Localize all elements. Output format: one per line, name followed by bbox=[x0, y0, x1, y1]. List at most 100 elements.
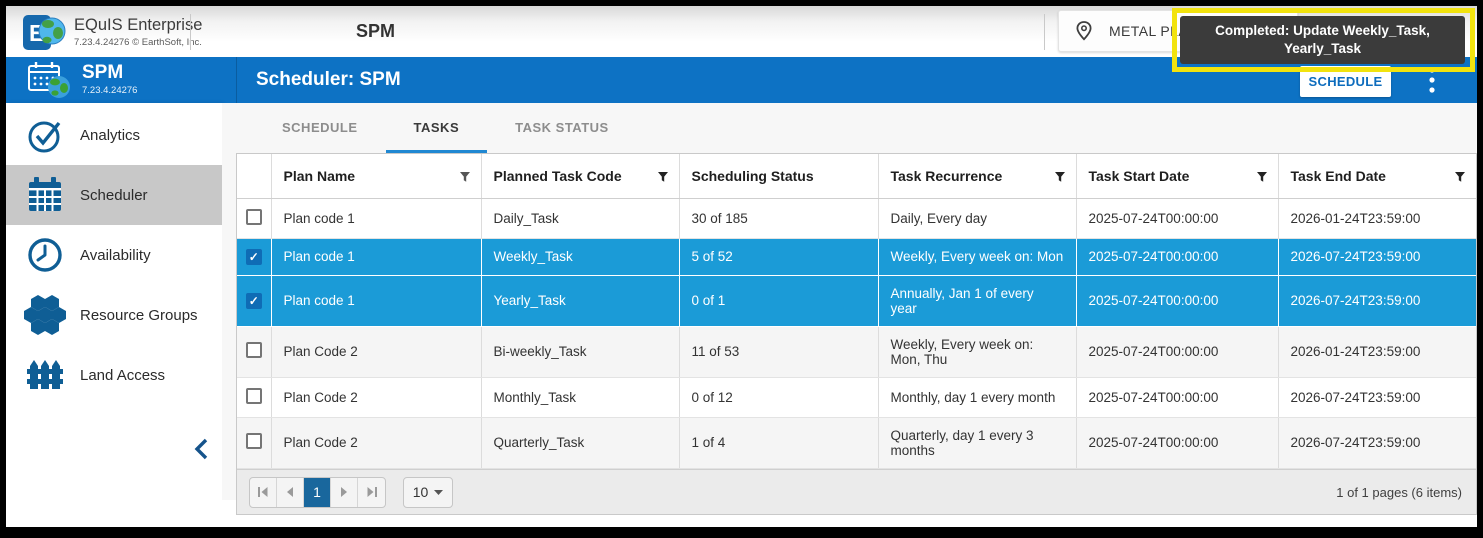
filter-icon[interactable] bbox=[459, 170, 471, 186]
cell-recurrence: Quarterly, day 1 every 3 months bbox=[878, 417, 1077, 469]
row-checkbox[interactable] bbox=[245, 342, 262, 358]
page-size-dropdown[interactable]: 10 bbox=[403, 476, 453, 508]
tab-tasks[interactable]: TASKS bbox=[385, 107, 488, 153]
next-page-button[interactable] bbox=[331, 477, 358, 507]
cell-start-date: 2025-07-24T00:00:00 bbox=[1076, 198, 1279, 239]
row-checkbox[interactable] bbox=[245, 248, 262, 265]
current-page-button[interactable]: 1 bbox=[304, 477, 331, 507]
column-header-plan-name[interactable]: Plan Name bbox=[271, 154, 482, 199]
cell-recurrence: Weekly, Every week on: Mon, Thu bbox=[878, 326, 1077, 378]
row-checkbox-cell bbox=[237, 198, 272, 239]
cell-start-date: 2025-07-24T00:00:00 bbox=[1076, 238, 1279, 276]
tasks-grid: Plan Name Planned Task Code Scheduling S… bbox=[236, 153, 1477, 515]
tasks-table: Plan Name Planned Task Code Scheduling S… bbox=[237, 154, 1476, 469]
calendar-icon bbox=[24, 174, 66, 216]
column-header-task-recurrence[interactable]: Task Recurrence bbox=[878, 154, 1077, 199]
cell-start-date: 2025-07-24T00:00:00 bbox=[1076, 417, 1279, 469]
cell-end-date: 2026-01-24T23:59:00 bbox=[1278, 326, 1476, 378]
column-header-task-end-date[interactable]: Task End Date bbox=[1278, 154, 1476, 199]
sidebar-collapse-button[interactable] bbox=[188, 435, 216, 463]
sidebar-item-label: Analytics bbox=[80, 126, 141, 144]
hexagon-cluster-icon bbox=[24, 294, 66, 336]
widget-header-band: SPM 7.23.4.24276 Scheduler: SPM SCHEDULE bbox=[6, 57, 1477, 103]
last-page-button[interactable] bbox=[358, 478, 385, 507]
sidebar-item-analytics[interactable]: Analytics bbox=[6, 105, 222, 165]
table-row[interactable]: Plan code 1 Yearly_Task 0 of 1 Annually,… bbox=[237, 275, 1476, 327]
row-checkbox-cell bbox=[237, 326, 272, 378]
sidebar-item-availability[interactable]: Availability bbox=[6, 225, 222, 285]
filter-icon[interactable] bbox=[1256, 170, 1268, 186]
cell-task-code: Bi-weekly_Task bbox=[481, 326, 680, 378]
task-table-body: Plan code 1 Daily_Task 30 of 185 Daily, … bbox=[237, 198, 1476, 469]
tab-task-status[interactable]: TASK STATUS bbox=[515, 120, 609, 135]
sidebar: Analytics bbox=[6, 103, 222, 527]
cell-end-date: 2026-07-24T23:59:00 bbox=[1278, 377, 1476, 418]
cell-recurrence: Monthly, day 1 every month bbox=[878, 377, 1077, 418]
cell-task-code: Quarterly_Task bbox=[481, 417, 680, 469]
filter-icon[interactable] bbox=[1054, 170, 1066, 186]
cell-status: 5 of 52 bbox=[679, 238, 879, 276]
first-page-button[interactable] bbox=[250, 477, 277, 507]
cell-end-date: 2026-07-24T23:59:00 bbox=[1278, 275, 1476, 327]
filter-icon[interactable] bbox=[657, 170, 669, 186]
clock-icon bbox=[24, 234, 66, 276]
sidebar-app-header: SPM 7.23.4.24276 bbox=[26, 59, 137, 99]
sidebar-nav: Analytics bbox=[6, 103, 222, 405]
sidebar-item-resource-groups[interactable]: Resource Groups bbox=[6, 285, 222, 345]
topbar-divider bbox=[190, 14, 191, 50]
table-row[interactable]: Plan Code 2 Bi-weekly_Task 11 of 53 Week… bbox=[237, 326, 1476, 378]
row-checkbox-cell bbox=[237, 238, 272, 276]
topbar-divider bbox=[1044, 14, 1045, 50]
row-checkbox[interactable] bbox=[245, 292, 262, 309]
check-circle-icon bbox=[24, 114, 66, 156]
cell-end-date: 2026-01-24T23:59:00 bbox=[1278, 198, 1476, 239]
column-header-scheduling-status[interactable]: Scheduling Status bbox=[679, 154, 879, 199]
calendar-globe-icon bbox=[28, 62, 70, 98]
sidebar-item-scheduler[interactable]: Scheduler bbox=[6, 165, 222, 225]
cell-recurrence: Annually, Jan 1 of every year bbox=[878, 275, 1077, 327]
brand-version: 7.23.4.24276 © EarthSoft, Inc. bbox=[74, 37, 202, 48]
row-checkbox[interactable] bbox=[245, 433, 262, 449]
cell-recurrence: Weekly, Every week on: Mon bbox=[878, 238, 1077, 276]
sidebar-item-label: Resource Groups bbox=[80, 306, 198, 324]
sidebar-app-text: SPM 7.23.4.24276 bbox=[82, 62, 137, 96]
cell-start-date: 2025-07-24T00:00:00 bbox=[1076, 377, 1279, 418]
table-row[interactable]: Plan Code 2 Quarterly_Task 1 of 4 Quarte… bbox=[237, 417, 1476, 469]
brand-name: EQuIS Enterprise bbox=[74, 16, 203, 34]
cell-plan-name: Plan Code 2 bbox=[271, 377, 482, 418]
table-row[interactable]: Plan code 1 Daily_Task 30 of 185 Daily, … bbox=[237, 198, 1476, 239]
cell-end-date: 2026-07-24T23:59:00 bbox=[1278, 238, 1476, 276]
cell-plan-name: Plan Code 2 bbox=[271, 326, 482, 378]
highlight-rectangle: Completed: Update Weekly_Task, Yearly_Ta… bbox=[1172, 8, 1475, 72]
cell-status: 0 of 12 bbox=[679, 377, 879, 418]
row-checkbox[interactable] bbox=[245, 387, 262, 404]
chevron-left-icon bbox=[194, 438, 208, 460]
column-header-planned-task-code[interactable]: Planned Task Code bbox=[481, 154, 680, 199]
table-header-row: Plan Name Planned Task Code Scheduling S… bbox=[237, 154, 1476, 199]
table-row[interactable]: Plan Code 2 Monthly_Task 0 of 12 Monthly… bbox=[237, 377, 1476, 418]
tab-schedule[interactable]: SCHEDULE bbox=[282, 120, 358, 135]
row-checkbox[interactable] bbox=[245, 208, 262, 225]
page-size-value: 10 bbox=[412, 484, 429, 500]
page-title: SPM bbox=[356, 21, 396, 41]
cell-task-code: Yearly_Task bbox=[481, 275, 680, 327]
notification-toast: Completed: Update Weekly_Task, Yearly_Ta… bbox=[1180, 16, 1465, 64]
pager-buttons: 1 bbox=[249, 476, 386, 508]
cell-start-date: 2025-07-24T00:00:00 bbox=[1076, 275, 1279, 327]
cell-plan-name: Plan code 1 bbox=[271, 238, 482, 276]
grid-pager: 1 10 1 of 1 pages (6 items) bbox=[237, 468, 1476, 514]
previous-page-button[interactable] bbox=[277, 477, 304, 507]
cell-status: 0 of 1 bbox=[679, 275, 879, 327]
brand-block[interactable]: E EQuIS Enterprise 7.23.4.24276 © EarthS… bbox=[22, 10, 202, 54]
brand-text: EQuIS Enterprise 7.23.4.24276 © EarthSof… bbox=[74, 16, 202, 48]
chevron-down-icon bbox=[434, 489, 444, 495]
cell-status: 30 of 185 bbox=[679, 198, 879, 239]
column-header-task-start-date[interactable]: Task Start Date bbox=[1076, 154, 1279, 199]
sidebar-app-version: 7.23.4.24276 bbox=[82, 85, 138, 96]
table-row[interactable]: Plan code 1 Weekly_Task 5 of 52 Weekly, … bbox=[237, 238, 1476, 276]
row-checkbox-cell bbox=[237, 377, 272, 418]
filter-icon[interactable] bbox=[1454, 170, 1466, 186]
equis-logo-icon: E bbox=[23, 15, 66, 50]
sidebar-item-land-access[interactable]: Land Access bbox=[6, 345, 222, 405]
sidebar-item-label: Scheduler bbox=[80, 186, 148, 204]
